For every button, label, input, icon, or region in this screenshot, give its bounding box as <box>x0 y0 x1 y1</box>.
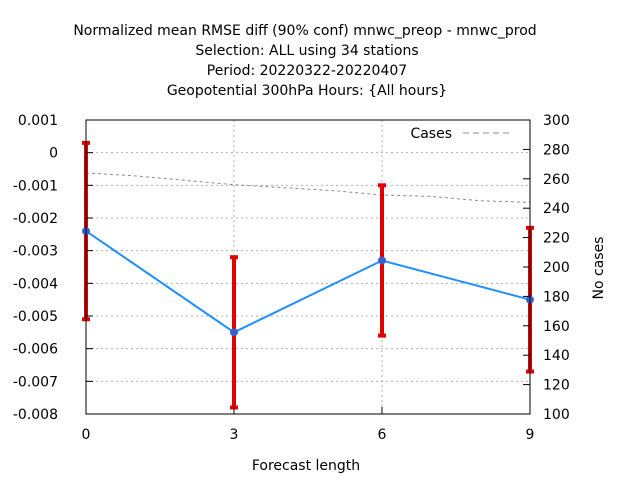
y-tick-label: -0.003 <box>13 244 58 260</box>
y2-tick-label: 240 <box>543 201 570 217</box>
title-line-1: Normalized mean RMSE diff (90% conf) mnw… <box>73 23 536 39</box>
y2-tick-label: 300 <box>543 113 570 129</box>
y2-tick-label: 200 <box>543 260 570 276</box>
y2-tick-label: 100 <box>543 407 570 423</box>
y2-tick-label: 180 <box>543 289 570 305</box>
y-tick-label: -0.006 <box>13 342 58 358</box>
x-tick-label: 0 <box>82 427 91 443</box>
y-tick-label: -0.004 <box>13 276 58 292</box>
y2-axis-label: No cases <box>591 237 607 300</box>
data-point <box>230 328 238 337</box>
rmse-series <box>82 140 534 410</box>
grid <box>86 120 530 414</box>
legend: Cases <box>410 126 512 142</box>
y-tick-label: 0.001 <box>18 113 58 129</box>
y2-tick-label: 120 <box>543 378 570 394</box>
plot-frame <box>85 119 531 415</box>
x-tick-label: 3 <box>230 427 239 443</box>
title-line-2: Selection: ALL using 34 stations <box>195 43 418 59</box>
y2-tick-label: 280 <box>543 142 570 158</box>
x-tick-label: 9 <box>526 427 535 443</box>
y-tick-label: -0.002 <box>13 211 58 227</box>
y-tick-label: -0.001 <box>13 178 58 194</box>
title-line-4: Geopotential 300hPa Hours: {All hours} <box>167 83 447 99</box>
cases-series <box>85 172 531 203</box>
data-point <box>378 256 386 265</box>
y-tick-label: 0 <box>49 146 58 162</box>
y-tick-label: -0.005 <box>13 309 58 325</box>
x-axis-label: Forecast length <box>252 458 360 474</box>
rmse-line <box>85 230 531 334</box>
y2-tick-label: 140 <box>543 348 570 364</box>
axes: 0.001 0 -0.001 -0.002 -0.003 -0.004 -0.005 -0.0… <box>13 113 570 443</box>
y2-tick-label: 220 <box>543 231 570 247</box>
chart-title: Normalized mean RMSE diff (90% conf) mnw… <box>73 23 536 99</box>
title-line-3: Period: 20220322-20220407 <box>207 63 407 79</box>
x-tick-label: 6 <box>378 427 387 443</box>
y-tick-label: -0.008 <box>13 407 58 423</box>
y-tick-label: -0.007 <box>13 374 58 390</box>
legend-label-cases: Cases <box>410 126 452 142</box>
y2-tick-label: 260 <box>543 172 570 188</box>
y2-tick-label: 160 <box>543 319 570 335</box>
cases-line <box>85 172 531 203</box>
